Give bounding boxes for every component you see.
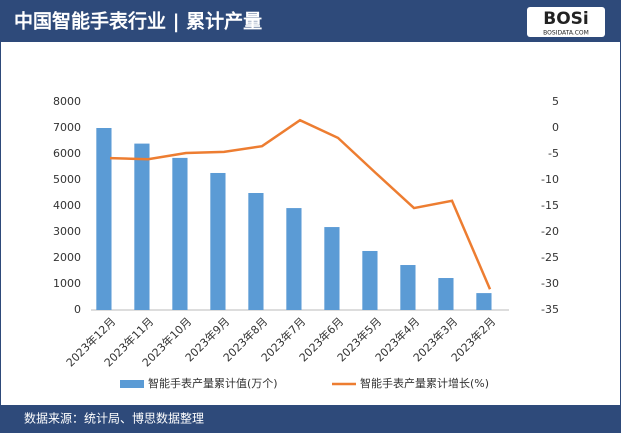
page-title: 中国智能手表行业 | 累计产量 (14, 10, 262, 33)
y2-tick-label: 5 (552, 95, 559, 108)
y-tick-label: 5000 (53, 173, 81, 186)
legend-label: 智能手表产量累计值(万个) (148, 376, 278, 390)
y-tick-label: 6000 (53, 147, 81, 160)
footer-source: 数据来源：统计局、博思数据整理 (24, 411, 204, 426)
bar (362, 250, 378, 310)
y2-tick-label: -20 (541, 225, 559, 238)
header-bar (0, 0, 621, 42)
y-tick-label: 2000 (53, 251, 81, 264)
bar (210, 172, 226, 310)
bar (134, 143, 150, 310)
y2-tick-label: -5 (548, 147, 559, 160)
line (109, 118, 492, 290)
bar (248, 193, 264, 310)
y-tick-label: 3000 (53, 225, 81, 238)
y-tick-label: 4000 (53, 199, 81, 212)
bar (96, 128, 112, 310)
legend-label: 智能手表产量累计增长(%) (360, 376, 489, 390)
y2-tick-label: -10 (541, 173, 559, 186)
bar (324, 227, 340, 310)
bar (400, 265, 416, 310)
y2-tick-label: 0 (552, 121, 559, 134)
bar (438, 278, 454, 310)
y-tick-label: 1000 (53, 277, 81, 290)
logo: BOSi (543, 9, 588, 29)
y-tick-label: 7000 (53, 121, 81, 134)
y2-tick-label: -30 (541, 277, 559, 290)
bar (286, 208, 302, 310)
logo-sub: BOSIDATA.COM (543, 30, 589, 37)
y2-tick-label: -15 (541, 199, 559, 212)
logo-box (527, 7, 605, 37)
footer-bar (0, 405, 621, 433)
legend-swatch (120, 380, 144, 388)
y2-tick-label: -35 (541, 303, 559, 316)
y2-tick-label: -25 (541, 251, 559, 264)
y-tick-label: 0 (74, 303, 81, 316)
bar (172, 157, 188, 310)
bar (476, 293, 492, 310)
y-tick-label: 8000 (53, 95, 81, 108)
